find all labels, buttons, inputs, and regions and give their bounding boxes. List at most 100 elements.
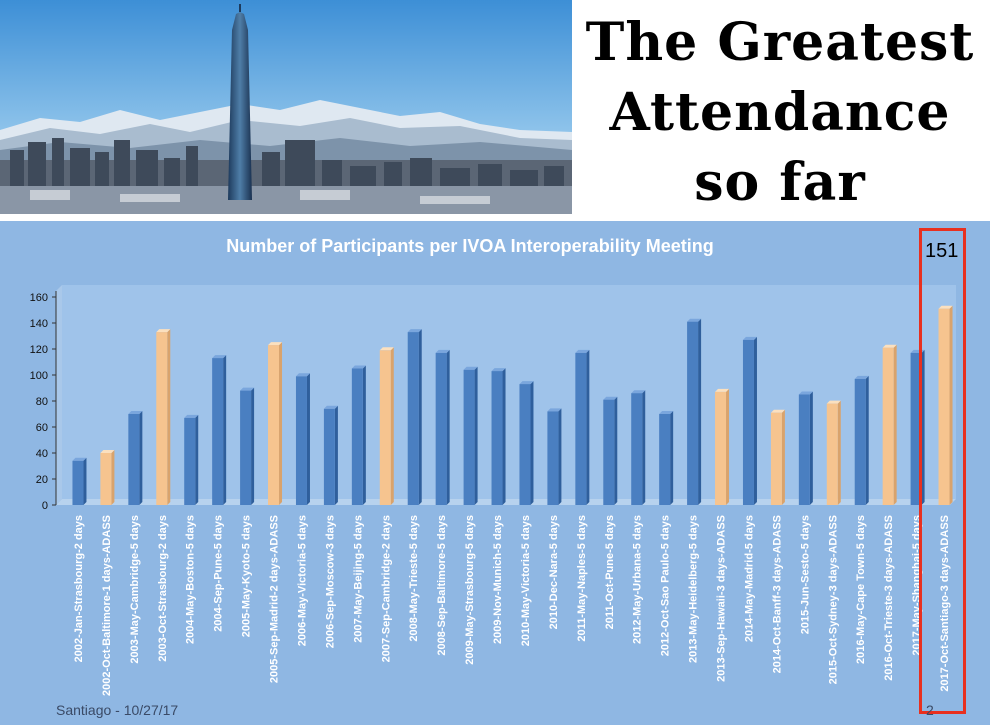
bar-top — [463, 366, 478, 370]
bar — [407, 329, 422, 505]
bar-side — [334, 405, 338, 505]
bar — [826, 400, 841, 505]
bar-front — [184, 417, 196, 505]
bar — [295, 373, 310, 505]
bar — [323, 405, 338, 505]
bar-top — [156, 329, 171, 333]
bar-top — [435, 349, 450, 353]
x-tick-label: 2013-Sep-Hawaii-3 days-ADASS — [716, 515, 728, 682]
bar-side — [726, 388, 730, 505]
x-tick-label: 2015-Oct-Sydney-3 days-ADASS — [827, 515, 839, 684]
bar-top — [351, 365, 366, 369]
x-tick-label: 2014-Oct-Banff-3 days-ADASS — [771, 515, 783, 673]
bar-side — [279, 342, 283, 505]
bar-front — [910, 352, 922, 505]
x-tick-label: 2015-Jun-Sesto-5 days — [799, 515, 811, 634]
bar-front — [463, 369, 475, 505]
x-axis-labels: 2002-Jan-Strasbourg-2 days 2002-Oct-Balti… — [73, 515, 951, 696]
x-tick-label: 2010-Dec-Nara-5 days — [548, 515, 560, 629]
y-tick-label: 160 — [30, 292, 48, 304]
bar — [547, 408, 562, 505]
bar-top — [72, 457, 87, 461]
x-tick-label: 2013-May-Heidelberg-5 days — [688, 515, 700, 663]
x-tick-label: 2005-May-Kyoto-5 days — [241, 515, 253, 637]
bar-front — [491, 371, 503, 505]
bar-front — [240, 390, 252, 505]
bar-top — [770, 409, 785, 413]
bar-front — [212, 358, 224, 505]
bar-front — [715, 391, 727, 505]
bar — [379, 347, 394, 505]
bar-top — [742, 336, 757, 340]
bar-top — [575, 349, 590, 353]
bar-top — [100, 450, 115, 453]
y-tick-label: 120 — [30, 344, 48, 356]
bar-side — [502, 368, 506, 505]
bar — [156, 329, 171, 505]
bar-side — [893, 344, 897, 505]
bar-top — [826, 400, 841, 404]
bar — [72, 457, 87, 505]
bars — [72, 305, 953, 505]
x-tick-label: 2008-May-Trieste-5 days — [408, 515, 420, 642]
bar — [100, 450, 115, 505]
bar-front — [659, 414, 671, 505]
bar-front — [854, 378, 866, 505]
x-tick-label: 2009-Nov-Munich-5 days — [492, 515, 504, 644]
x-tick-label: 2007-May-Beijing-5 days — [352, 515, 364, 643]
bar-top — [854, 375, 869, 379]
bar-front — [323, 408, 335, 505]
bar — [659, 411, 674, 505]
bar-side — [167, 329, 171, 505]
bar-front — [435, 352, 447, 505]
bar-top — [547, 408, 562, 412]
bar — [938, 305, 953, 505]
bar-top — [240, 387, 255, 391]
bar — [184, 414, 199, 505]
x-tick-label: 2016-Oct-Trieste-3 days-ADASS — [883, 515, 895, 681]
x-tick-label: 2003-May-Cambridge-5 days — [129, 515, 141, 664]
x-tick-label: 2002-Oct-Baltimore-1 days-ADASS — [101, 515, 113, 696]
x-tick-label: 2011-Oct-Pune-5 days — [604, 515, 616, 629]
highlight-callout-box — [919, 228, 966, 714]
bar — [519, 381, 534, 505]
bar-side — [474, 366, 478, 505]
bar-side — [418, 329, 422, 505]
bar — [770, 409, 785, 505]
bar-top — [295, 373, 310, 377]
bar-side — [698, 318, 702, 505]
bar-side — [195, 414, 199, 505]
bar-front — [603, 399, 615, 505]
highlight-callout-value: 151 — [925, 240, 959, 262]
bar-side — [809, 391, 813, 505]
bar-side — [139, 411, 143, 505]
bar — [268, 342, 283, 505]
x-tick-label: 2009-May-Strasbourg-5 days — [464, 515, 476, 665]
x-tick-label: 2012-May-Urbana-5 days — [632, 515, 644, 644]
bar — [491, 368, 506, 505]
bar-top — [268, 342, 283, 346]
bar-front — [407, 332, 419, 505]
bar — [603, 396, 618, 505]
bar — [240, 387, 255, 505]
bar-front — [826, 403, 838, 505]
bar-top — [379, 347, 394, 351]
bar-top — [491, 368, 506, 372]
x-tick-label: 2007-Sep-Cambridge-2 days — [380, 515, 392, 662]
bar-side — [390, 347, 394, 505]
bar-side — [642, 390, 646, 505]
bar — [463, 366, 478, 505]
x-tick-label: 2004-Sep-Pune-5 days — [213, 515, 225, 632]
x-tick-label: 2016-May-Cape Town-5 days — [855, 515, 867, 664]
x-tick-label: 2002-Jan-Strasbourg-2 days — [73, 515, 85, 662]
bar-front — [547, 411, 559, 505]
bar — [631, 390, 646, 505]
bar-side — [362, 365, 366, 505]
plot-side-wall — [56, 285, 62, 505]
x-tick-label: 2006-May-Victoria-5 days — [296, 515, 308, 646]
bar — [854, 375, 869, 505]
y-tick-label: 20 — [36, 474, 48, 486]
bar-top — [938, 305, 953, 309]
bar-top — [407, 329, 422, 333]
bar-chart: 0 20 40 60 80 100 120 140 160 2002-Jan-Strasbour… — [30, 285, 956, 696]
